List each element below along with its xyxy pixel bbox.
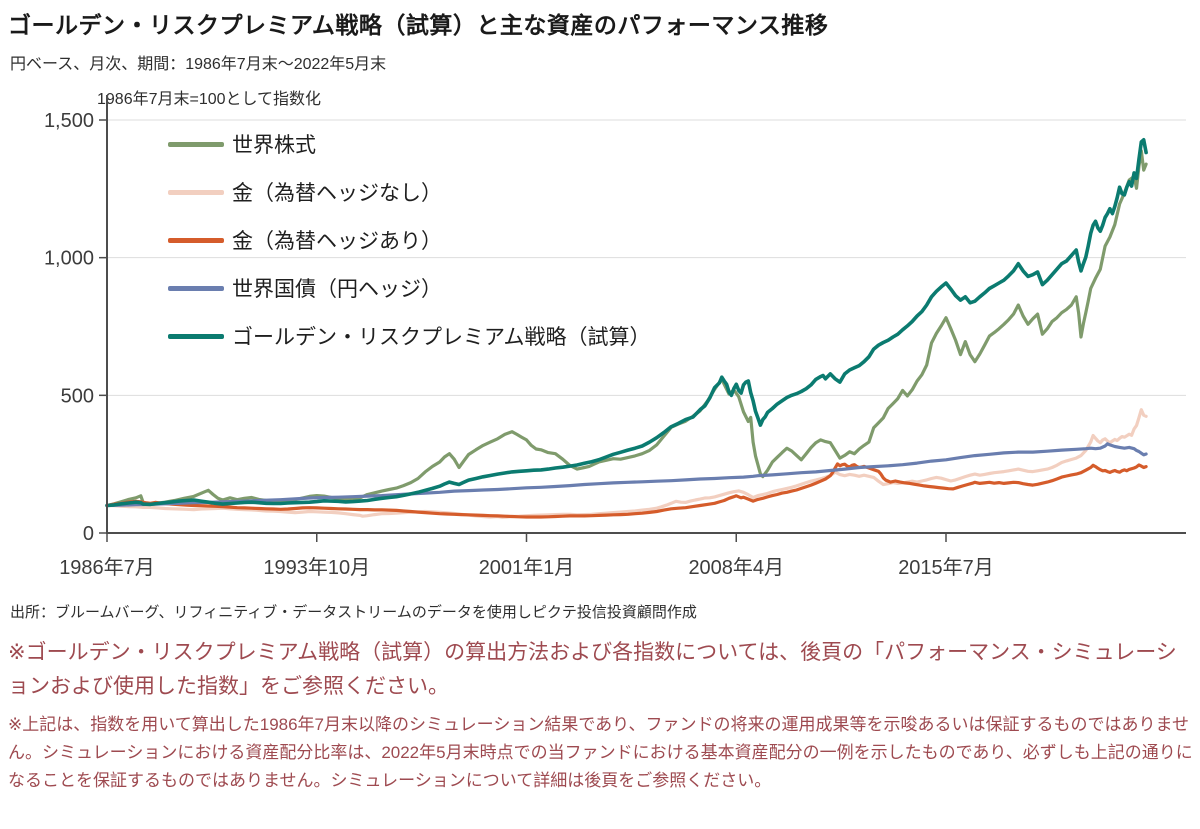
footnote-disclaimer: ※上記は、指数を用いて算出した1986年7月末以降のシミュレーション結果であり、… xyxy=(8,715,1193,790)
y-tick-label: 1,500 xyxy=(44,110,94,132)
x-tick-label: 1986年7月 xyxy=(59,556,155,579)
series-line xyxy=(105,138,1148,508)
chart-subtitle: 円ベース、月次、期間：1986年7月末～2022年5月末 xyxy=(10,56,387,73)
x-tick-label: 2015年7月 xyxy=(898,556,994,579)
x-tick-label: 1993年10月 xyxy=(263,556,370,579)
legend-swatch xyxy=(168,189,224,195)
page-title: ゴールデン・リスクプレミアム戦略（試算）と主な資産のパフォーマンス推移 xyxy=(8,12,829,38)
legend-label: 金（為替ヘッジなし） xyxy=(232,182,442,205)
legend-swatch xyxy=(168,285,224,291)
y-tick-label: 500 xyxy=(61,385,94,407)
performance-line-chart: 0 500 1,000 1,500 1986年7月 1993年10月 2001年1月 2008… xyxy=(44,95,1186,579)
legend-swatch xyxy=(168,237,224,243)
index-base-note: 1986年7月末=100として指数化 xyxy=(97,91,322,108)
legend-item: ゴールデン・リスクプレミアム戦略（試算） xyxy=(168,312,651,360)
y-tick-label: 0 xyxy=(83,523,94,545)
series-line xyxy=(105,462,1148,519)
legend-label: 世界株式 xyxy=(232,134,316,157)
legend-label: ゴールデン・リスクプレミアム戦略（試算） xyxy=(232,326,651,349)
legend-swatch xyxy=(168,333,224,339)
legend-swatch xyxy=(168,141,224,147)
legend-item: 世界国債（円ヘッジ） xyxy=(168,264,651,312)
legend-item: 金（為替ヘッジあり） xyxy=(168,216,651,264)
x-tick-label: 2001年1月 xyxy=(479,556,575,579)
y-tick-label: 1,000 xyxy=(44,248,94,270)
series-line xyxy=(105,408,1148,519)
footnote-method: ※ゴールデン・リスクプレミアム戦略（試算）の算出方法および各指数については、後頁… xyxy=(8,641,1177,698)
legend-item: 金（為替ヘッジなし） xyxy=(168,168,651,216)
x-tick-label: 2008年4月 xyxy=(688,556,784,579)
series-line xyxy=(105,442,1148,508)
source-note: 出所：ブルームバーグ、リフィニティブ・データストリームのデータを使用しピクテ投信… xyxy=(10,604,697,621)
legend-label: 金（為替ヘッジあり） xyxy=(232,230,442,253)
chart-legend: 世界株式金（為替ヘッジなし） 金（為替ヘッジあり） 世界国債（円ヘッジ） ゴールデン・… xyxy=(168,120,651,360)
legend-label: 世界国債（円ヘッジ） xyxy=(232,278,442,301)
legend-item: 世界株式 xyxy=(168,120,651,168)
